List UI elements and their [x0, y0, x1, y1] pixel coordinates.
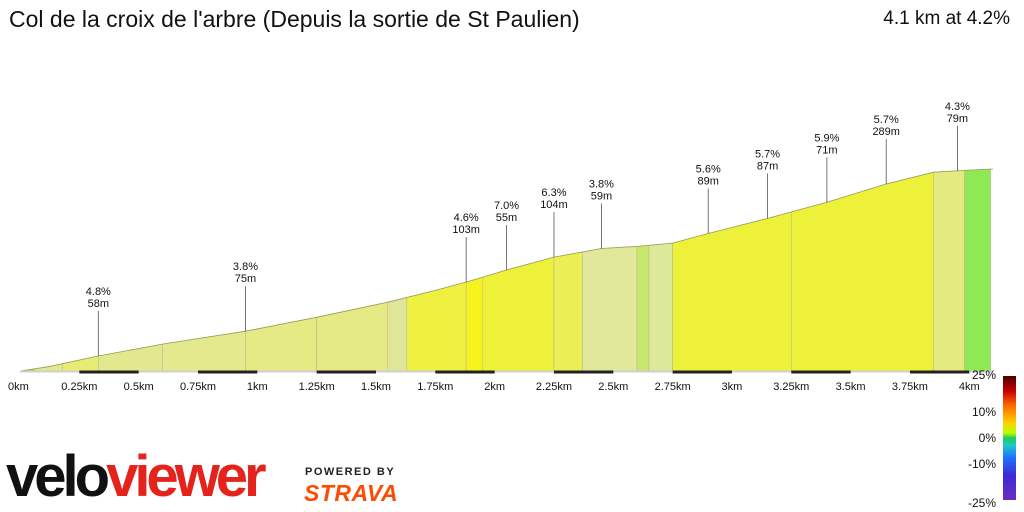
segment-layer — [19, 168, 991, 372]
profile-segment-11 — [553, 251, 583, 372]
page-title: Col de la croix de l'arbre (Depuis la so… — [9, 6, 580, 32]
x-tick-label-7: 1.75km — [417, 381, 453, 393]
annotation-gradient-8: 5.9% — [814, 132, 839, 144]
profile-segment-18 — [964, 168, 991, 372]
annotation-gradient-10: 4.3% — [945, 101, 970, 113]
x-axis: 0km 0.25km 0.5km 0.75km 1km 1.25km 1.5km 1.75km… — [8, 370, 993, 393]
legend-label-10: 10% — [971, 405, 996, 419]
profile-segment-15 — [672, 211, 792, 372]
profile-segment-14 — [648, 242, 673, 372]
annotation-length-9: 289m — [872, 126, 900, 138]
x-tick-label-12: 3km — [722, 381, 743, 393]
profile-segment-7 — [387, 297, 408, 372]
annotation-length-2: 103m — [452, 224, 480, 236]
annotation-length-5: 59m — [591, 191, 612, 203]
annotation-gradient-6: 5.6% — [696, 163, 721, 175]
x-tick-label-1: 0.25km — [61, 381, 97, 393]
legend-label-minus-10: -10% — [967, 457, 996, 471]
annotation-gradient-5: 3.8% — [589, 179, 614, 191]
annotation-length-7: 87m — [757, 160, 778, 172]
powered-by-label: POWERED BY — [305, 466, 396, 478]
x-tick-label-9: 2.25km — [536, 381, 572, 393]
annotation-gradient-2: 4.6% — [454, 212, 479, 224]
annotation-length-8: 71m — [816, 144, 837, 156]
x-tick-label-15: 3.75km — [892, 381, 928, 393]
x-tick-label-3: 0.75km — [180, 381, 216, 393]
elevation-profile-chart: 0km 0.25km 0.5km 0.75km 1km 1.25km 1.5km 1.75km… — [8, 101, 994, 393]
profile-segment-4 — [162, 330, 246, 372]
x-tick-label-8: 2km — [484, 381, 505, 393]
strava-logo: STRAVA — [304, 480, 399, 506]
annotation-length-3: 55m — [496, 212, 517, 224]
profile-segment-13 — [636, 244, 650, 372]
annotation-gradient-1: 3.8% — [233, 261, 258, 273]
climb-summary: 4.1 km at 4.2% — [883, 8, 1010, 29]
annotation-length-1: 75m — [235, 273, 256, 285]
veloviewer-logo: veloviewer — [6, 444, 267, 509]
profile-segment-6 — [316, 301, 389, 372]
annotation-gradient-7: 5.7% — [755, 148, 780, 160]
annotation-gradient-4: 6.3% — [541, 187, 566, 199]
annotation-layer: 4.8%58m3.8%75m4.6%103m7.0%55m6.3%104m3.8… — [86, 101, 970, 356]
annotation-length-0: 58m — [88, 298, 109, 310]
legend-label-minus-25: -25% — [967, 496, 996, 510]
x-tick-label-11: 2.75km — [655, 381, 691, 393]
x-tick-label-16: 4km — [959, 381, 980, 393]
annotation-gradient-3: 7.0% — [494, 200, 519, 212]
x-tick-label-6: 1.5km — [361, 381, 391, 393]
x-tick-label-10: 2.5km — [598, 381, 628, 393]
profile-segment-17 — [933, 170, 965, 372]
x-tick-label-2: 0.5km — [124, 381, 154, 393]
x-tick-label-13: 3.25km — [773, 381, 809, 393]
annotation-length-10: 79m — [947, 113, 968, 125]
profile-segment-2 — [62, 355, 99, 372]
profile-segment-12 — [582, 246, 638, 372]
x-tick-label-14: 3.5km — [836, 381, 866, 393]
profile-segment-16 — [790, 171, 935, 372]
x-tick-label-4: 1km — [247, 381, 268, 393]
x-tick-label-5: 1.25km — [299, 381, 335, 393]
profile-segment-5 — [245, 316, 317, 372]
annotation-length-4: 104m — [540, 199, 568, 211]
gradient-color-scale — [1003, 376, 1016, 500]
annotation-gradient-9: 5.7% — [874, 114, 899, 126]
profile-segment-3 — [98, 343, 163, 372]
annotation-length-6: 89m — [698, 175, 719, 187]
x-tick-label-0: 0km — [8, 381, 29, 393]
profile-segment-9 — [465, 276, 484, 372]
legend-label-25: 25% — [971, 368, 996, 382]
annotation-gradient-0: 4.8% — [86, 286, 111, 298]
legend-label-0: 0% — [978, 431, 996, 445]
